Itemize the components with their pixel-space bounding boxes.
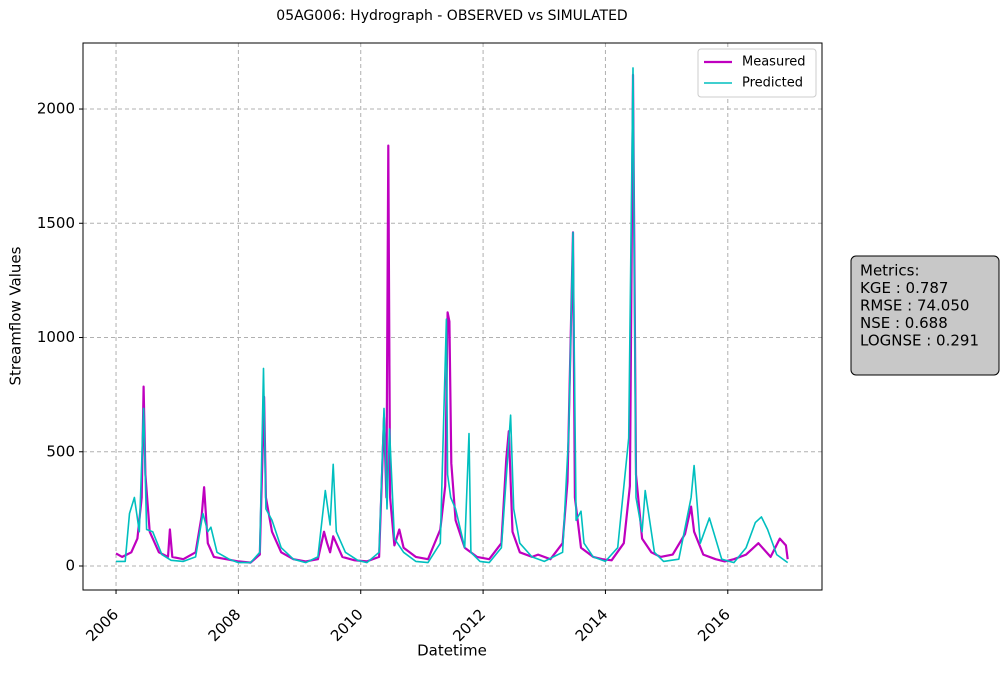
metrics-text: RMSE : 74.050 bbox=[860, 297, 969, 315]
x-tick-label: 2016 bbox=[694, 605, 734, 645]
y-tick-label: 1500 bbox=[37, 214, 75, 232]
plot-frame bbox=[82, 42, 823, 591]
y-tick-label: 0 bbox=[65, 557, 75, 575]
x-tick-label: 2006 bbox=[82, 605, 122, 645]
x-tick-label: 2008 bbox=[205, 605, 245, 645]
y-tick-label: 2000 bbox=[37, 100, 75, 118]
legend-label: Measured bbox=[742, 55, 806, 70]
metrics-text: LOGNSE : 0.291 bbox=[860, 332, 979, 350]
data-line bbox=[115, 73, 789, 564]
y-tick-label: 1000 bbox=[37, 328, 75, 346]
chart-title: 05AG006: Hydrograph - OBSERVED vs SIMULA… bbox=[276, 8, 627, 24]
x-tick-label: 2014 bbox=[572, 605, 612, 645]
y-axis-label: Streamflow Values bbox=[7, 246, 25, 385]
legend-label: Predicted bbox=[742, 76, 803, 91]
metrics-text: Metrics: bbox=[860, 262, 920, 280]
metrics-text: KGE : 0.787 bbox=[860, 279, 948, 297]
metrics-box bbox=[850, 255, 1000, 376]
x-tick-label: 2010 bbox=[327, 605, 367, 645]
metrics-text: NSE : 0.688 bbox=[860, 314, 948, 332]
x-tick-label: 2012 bbox=[449, 605, 489, 645]
y-tick-label: 500 bbox=[46, 442, 75, 460]
x-axis-label: Datetime bbox=[417, 642, 487, 660]
data-line bbox=[116, 67, 789, 564]
